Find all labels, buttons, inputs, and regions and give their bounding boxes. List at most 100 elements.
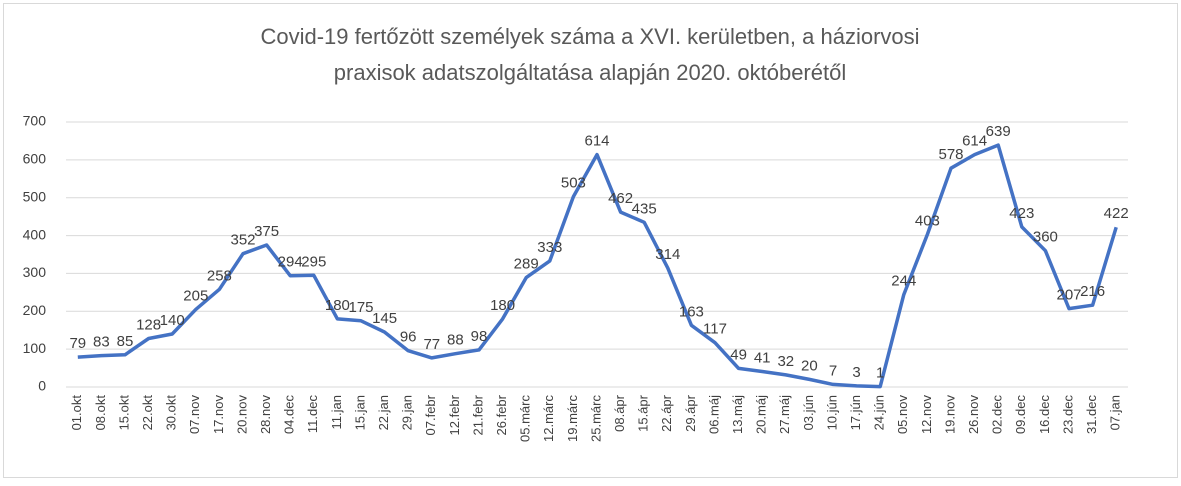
x-tick-label: 23.dec [1060, 395, 1075, 435]
x-tick-label: 07.jan [1108, 395, 1123, 430]
data-label: 3 [852, 364, 860, 381]
x-tick-label: 10.jún [824, 395, 839, 430]
x-tick-label: 24.jún [872, 395, 887, 430]
x-tick-label: 12.márc [541, 395, 556, 442]
x-tick-label: 17.jún [848, 395, 863, 430]
data-label: 423 [1009, 205, 1034, 222]
x-tick-label: 26.nov [966, 395, 981, 435]
data-label: 614 [584, 133, 609, 150]
data-label: 117 [703, 321, 727, 338]
y-tick-label: 0 [38, 378, 46, 394]
x-tick-label: 11.dec [305, 395, 320, 434]
y-tick-label: 500 [23, 188, 47, 204]
data-line [77, 143, 1118, 389]
data-label: 503 [561, 175, 586, 192]
data-label: 294 [278, 254, 303, 271]
chart-title: praxisok adatszolgáltatása alapján 2020.… [334, 60, 846, 85]
x-tick-label: 26.febr [494, 394, 509, 435]
x-tick-label: 22.jan [376, 395, 391, 430]
data-label: 88 [447, 332, 464, 349]
data-label: 352 [230, 232, 255, 249]
x-tick-label: 21.febr [470, 394, 485, 435]
data-label: 98 [471, 328, 488, 345]
x-tick-label: 07.febr [423, 394, 438, 435]
data-label: 85 [117, 333, 134, 350]
x-tick-label: 30.okt [164, 395, 179, 431]
x-tick-label: 03.jún [801, 395, 816, 430]
x-tick-label: 15.jan [352, 395, 367, 430]
x-tick-label: 25.márc [588, 395, 603, 442]
x-tick-label: 27.máj [777, 395, 792, 434]
data-label: 289 [514, 256, 539, 273]
data-label: 41 [754, 349, 771, 366]
data-label: 295 [301, 253, 326, 270]
x-tick-label: 22.okt [140, 395, 155, 431]
data-label: 258 [207, 267, 232, 284]
x-tick-label: 13.máj [730, 395, 745, 434]
data-label: 333 [537, 239, 562, 256]
data-label: 145 [372, 310, 397, 327]
data-label: 140 [160, 312, 185, 329]
data-label: 7 [829, 362, 837, 379]
x-tick-label: 05.nov [895, 395, 910, 435]
x-tick-label: 08.ápr [612, 394, 627, 432]
chart-border [3, 3, 1178, 478]
data-label: 403 [915, 212, 940, 229]
data-label: 180 [325, 297, 350, 314]
data-label: 435 [632, 200, 657, 217]
data-label: 360 [1033, 229, 1058, 246]
x-tick-label: 07.nov [187, 395, 202, 435]
chart-title: Covid-19 fertőzött személyek száma a XVI… [260, 24, 919, 49]
x-tick-label: 31.dec [1084, 395, 1099, 435]
y-tick-label: 100 [23, 340, 47, 356]
x-tick-label: 19.márc [565, 395, 580, 442]
data-label: 49 [730, 346, 747, 363]
data-label: 375 [254, 223, 279, 240]
x-tick-label: 11.jan [329, 395, 344, 429]
data-label: 128 [136, 317, 161, 334]
data-label: 462 [608, 190, 633, 207]
y-tick-label: 700 [23, 113, 47, 129]
x-tick-label: 15.ápr [636, 394, 651, 432]
x-tick-label: 29.jan [400, 395, 415, 430]
data-label: 32 [777, 353, 794, 370]
x-tick-label: 16.dec [1037, 395, 1052, 435]
x-tick-label: 19.nov [942, 395, 957, 435]
data-label: 244 [891, 273, 916, 290]
data-label: 20 [801, 357, 818, 374]
x-tick-label: 09.dec [1013, 395, 1028, 435]
x-tick-label: 08.okt [93, 395, 108, 431]
data-label: 422 [1104, 205, 1129, 222]
data-label: 639 [986, 123, 1011, 140]
x-tick-label: 20.nov [234, 395, 249, 435]
data-label: 578 [938, 146, 963, 163]
data-label: 79 [69, 335, 86, 352]
x-tick-label: 29.ápr [683, 394, 698, 432]
x-tick-label: 15.okt [116, 395, 131, 431]
x-tick-label: 06.máj [706, 395, 721, 434]
data-label: 163 [679, 303, 704, 320]
x-tick-label: 12.nov [919, 395, 934, 435]
x-tick-label: 20.máj [754, 395, 769, 434]
x-tick-label: 22.ápr [659, 394, 674, 432]
x-tick-label: 28.nov [258, 395, 273, 435]
data-label: 207 [1056, 287, 1081, 304]
data-label: 180 [490, 297, 515, 314]
x-tick-label: 17.nov [211, 395, 226, 435]
y-tick-label: 400 [23, 226, 47, 242]
data-label: 77 [423, 336, 440, 353]
x-tick-label: 12.febr [447, 394, 462, 435]
data-label: 175 [348, 299, 373, 316]
data-label: 83 [93, 334, 110, 351]
data-label: 1 [876, 365, 884, 382]
data-label: 314 [655, 246, 680, 263]
x-tick-label: 02.dec [990, 395, 1005, 435]
y-tick-label: 600 [23, 151, 47, 167]
x-tick-label: 05.márc [518, 395, 533, 442]
data-label: 216 [1080, 283, 1105, 300]
x-tick-label: 04.dec [282, 395, 297, 435]
data-label: 96 [400, 329, 417, 346]
data-label: 614 [962, 133, 987, 150]
x-tick-label: 01.okt [69, 395, 84, 431]
